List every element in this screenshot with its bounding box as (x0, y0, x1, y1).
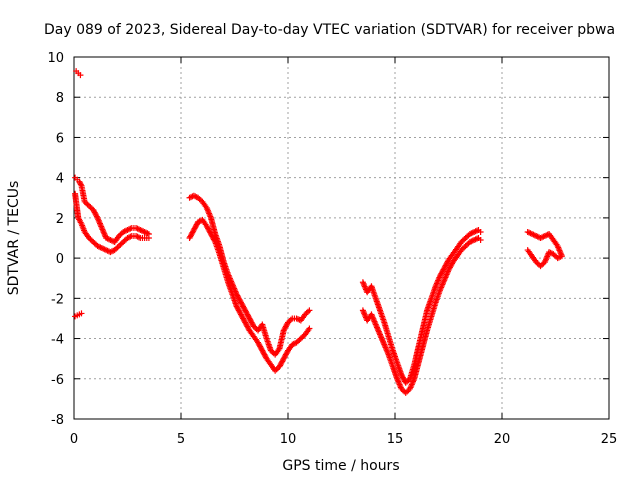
data-point (187, 194, 194, 201)
y-tick-label: -6 (51, 373, 64, 388)
data-points (72, 68, 565, 396)
plot-frame (73, 56, 610, 420)
x-axis-label: GPS time / hours (282, 458, 399, 474)
chart-title: Day 089 of 2023, Sidereal Day-to-day VTE… (44, 22, 615, 38)
data-point (306, 307, 313, 314)
x-tick-label: 20 (494, 432, 511, 447)
data-point (145, 235, 152, 241)
x-tick-label: 10 (280, 432, 297, 447)
data-point (78, 310, 85, 317)
data-point (77, 72, 84, 79)
y-tick-label: -2 (51, 292, 64, 307)
data-point (211, 237, 218, 244)
x-tick-label: 0 (70, 432, 78, 447)
data-point (524, 247, 531, 254)
x-tick-label: 15 (387, 432, 404, 447)
data-point (477, 237, 484, 244)
data-point (306, 325, 313, 332)
y-axis-label: SDTVAR / TECUs (6, 181, 22, 296)
data-point (477, 228, 484, 235)
y-tick-label: 8 (56, 91, 64, 106)
y-tick-label: 10 (47, 51, 64, 66)
y-tick-label: 6 (56, 131, 64, 146)
data-point (93, 213, 100, 220)
y-tick-label: 2 (56, 212, 64, 227)
axis-ticks: -8 -6 -4 -2 0 2 4 6 8 10 0 5 10 15 20 25 (47, 51, 617, 447)
x-tick-label: 25 (601, 432, 618, 447)
grid-lines (74, 57, 609, 419)
y-tick-label: -4 (51, 333, 64, 348)
y-tick-label: -8 (51, 413, 64, 428)
data-point (134, 233, 141, 240)
x-tick-label: 5 (177, 432, 185, 447)
y-tick-label: 0 (56, 252, 64, 267)
y-tick-label: 4 (56, 172, 64, 187)
data-point (135, 234, 142, 241)
data-point (77, 181, 84, 188)
